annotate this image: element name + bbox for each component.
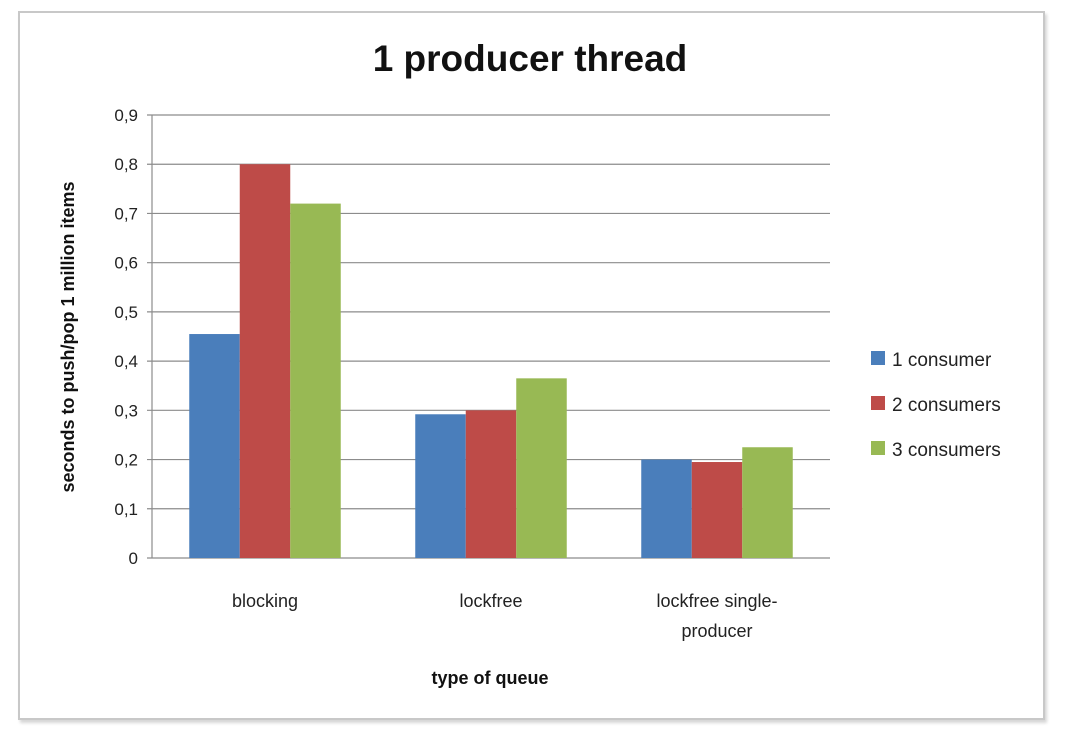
x-category-label: producer [681,621,752,641]
legend-swatch [871,396,885,410]
bar [290,203,341,558]
y-tick-label: 0,7 [114,204,138,223]
y-tick-label: 0,3 [114,401,138,420]
bar [641,459,692,558]
x-category-label: lockfree single- [656,591,777,611]
bar [691,462,743,558]
y-tick-label: 0,4 [114,352,138,371]
y-axis-title: seconds to push/pop 1 million items [58,181,78,492]
y-axis-ticks: 0 0,1 0,2 0,3 0,4 0,5 0,6 0,7 0,8 0,9 [114,106,138,568]
legend-label: 2 consumers [892,395,1001,416]
legend-label: 3 consumers [892,440,1001,461]
legend: 1 consumer 2 consumers 3 consumers [871,350,1001,461]
legend-label: 1 consumer [892,350,992,371]
x-axis-title: type of queue [431,668,548,688]
y-tick-label: 0,9 [114,106,138,125]
bar [189,334,240,558]
y-tick-label: 0,8 [114,155,138,174]
y-tick-label: 0,2 [114,451,138,470]
bar [742,447,793,558]
chart-frame [18,11,1045,720]
bar [516,378,567,558]
y-tick-label: 0,5 [114,303,138,322]
x-category-label: blocking [232,591,298,611]
legend-swatch [871,351,885,365]
y-tick-label: 0,6 [114,254,138,273]
bars [189,164,793,558]
x-category-label: lockfree [459,591,522,611]
bar [415,414,466,558]
legend-swatch [871,441,885,455]
y-tick-label: 0 [129,549,138,568]
y-tick-label: 0,1 [114,500,138,519]
x-axis-categories: blocking lockfree lockfree single-producer [232,591,778,641]
chart-title: 1 producer thread [373,38,688,79]
bar [465,410,517,558]
bar [239,164,291,558]
